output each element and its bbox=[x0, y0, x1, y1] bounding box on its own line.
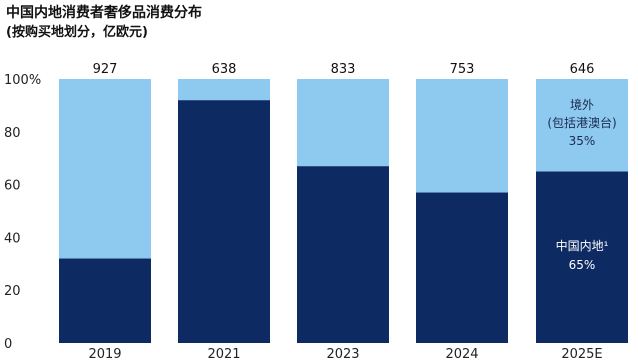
bar-total-label: 833 bbox=[331, 62, 356, 77]
x-tick-label: 2024 bbox=[445, 347, 478, 361]
bar-total-label: 646 bbox=[570, 62, 595, 77]
annotation-overseas: (包括港澳台) bbox=[547, 115, 616, 130]
bar-segment-overseas bbox=[416, 79, 508, 193]
y-tick-label: 60 bbox=[4, 179, 21, 194]
bar-total-label: 638 bbox=[212, 62, 237, 77]
chart-title: 中国内地消费者奢侈品消费分布 bbox=[6, 5, 202, 21]
x-tick-label: 2023 bbox=[326, 347, 359, 361]
annotation-mainland: 中国内地¹ bbox=[556, 238, 609, 253]
bar-segment-overseas bbox=[536, 79, 628, 172]
bar-segment-overseas bbox=[59, 79, 151, 259]
y-tick-label: 20 bbox=[4, 284, 21, 299]
annotation-overseas: 35% bbox=[569, 134, 596, 148]
y-tick-label: 40 bbox=[4, 231, 21, 246]
x-tick-label: 2019 bbox=[88, 347, 121, 361]
annotation-overseas: 境外 bbox=[570, 97, 594, 112]
bar-segment-mainland bbox=[297, 166, 389, 343]
bar-total-label: 753 bbox=[450, 62, 475, 77]
bar-segment-overseas bbox=[178, 79, 270, 101]
annotation-mainland: 65% bbox=[569, 258, 596, 272]
y-tick-label: 100% bbox=[4, 73, 41, 88]
y-tick-label: 80 bbox=[4, 126, 21, 141]
bar-segment-mainland bbox=[416, 192, 508, 343]
y-tick-label: 0 bbox=[4, 337, 12, 352]
x-tick-label: 2021 bbox=[207, 347, 240, 361]
bar-segment-overseas bbox=[297, 79, 389, 167]
bar-total-label: 927 bbox=[93, 62, 118, 77]
chart-subtitle: (按购买地划分，亿欧元) bbox=[6, 25, 148, 40]
bar-segment-mainland bbox=[178, 100, 270, 344]
x-tick-label: 2025E bbox=[561, 347, 602, 361]
bar-segment-mainland bbox=[59, 258, 151, 343]
bar-segment-mainland bbox=[536, 171, 628, 343]
